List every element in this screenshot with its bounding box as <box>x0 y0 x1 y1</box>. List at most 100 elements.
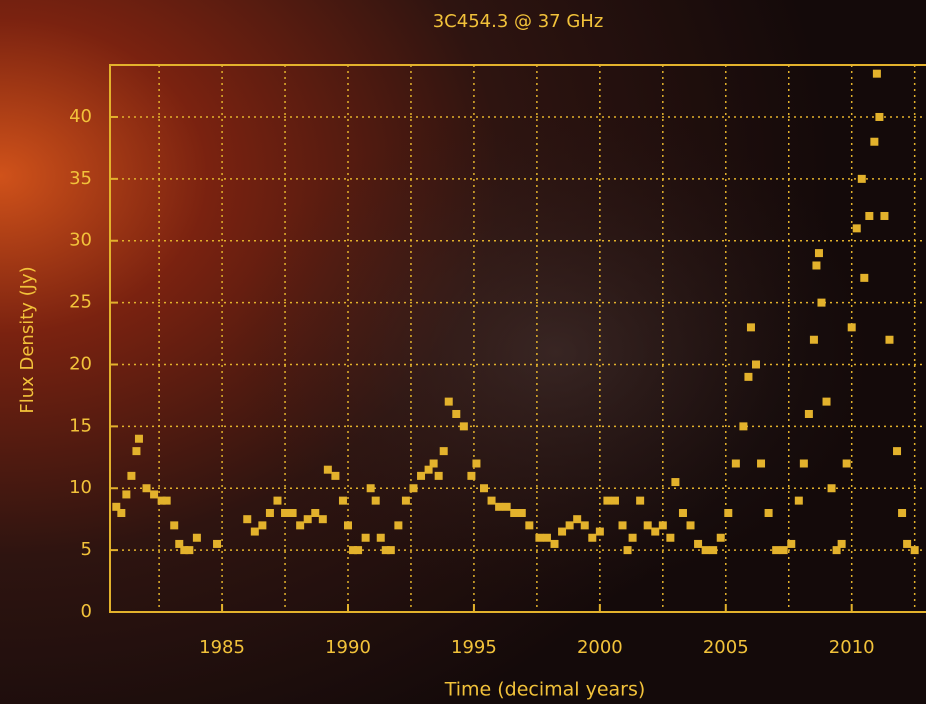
data-point <box>805 410 813 418</box>
x-tick-label: 1985 <box>199 637 245 658</box>
data-point <box>503 503 511 511</box>
data-point <box>409 484 417 492</box>
data-point <box>387 546 395 554</box>
data-point <box>435 472 443 480</box>
data-point <box>213 540 221 548</box>
data-point <box>893 447 901 455</box>
data-point <box>170 521 178 529</box>
data-point <box>273 497 281 505</box>
data-point <box>848 323 856 331</box>
data-point <box>817 299 825 307</box>
data-point <box>860 274 868 282</box>
data-point <box>535 534 543 542</box>
x-tick-label: 2005 <box>703 637 749 658</box>
data-point <box>687 521 695 529</box>
data-point <box>311 509 319 517</box>
y-tick-label: 20 <box>69 353 92 374</box>
y-tick-label: 35 <box>69 168 92 189</box>
data-point <box>344 521 352 529</box>
x-tick-label: 2000 <box>577 637 623 658</box>
data-point <box>717 534 725 542</box>
data-point <box>377 534 385 542</box>
data-point <box>853 224 861 232</box>
data-point <box>810 336 818 344</box>
data-point <box>266 509 274 517</box>
data-point <box>150 490 158 498</box>
data-point <box>243 515 251 523</box>
data-point <box>551 540 559 548</box>
y-tick-label: 0 <box>81 601 92 622</box>
data-point <box>812 261 820 269</box>
data-point <box>843 459 851 467</box>
data-point <box>629 534 637 542</box>
y-tick-label: 10 <box>69 477 92 498</box>
data-point <box>402 497 410 505</box>
data-point <box>603 497 611 505</box>
data-point <box>331 472 339 480</box>
data-point <box>452 410 460 418</box>
data-point <box>795 497 803 505</box>
data-point <box>193 534 201 542</box>
data-point <box>372 497 380 505</box>
data-point <box>787 540 795 548</box>
data-point <box>772 546 780 554</box>
data-point <box>732 459 740 467</box>
data-point <box>709 546 717 554</box>
data-point <box>362 534 370 542</box>
data-point <box>122 490 130 498</box>
y-tick-label: 25 <box>69 292 92 313</box>
data-point <box>823 398 831 406</box>
data-point <box>885 336 893 344</box>
data-point <box>258 521 266 529</box>
data-point <box>467 472 475 480</box>
data-point <box>281 509 289 517</box>
data-point <box>296 521 304 529</box>
x-tick-label: 2010 <box>829 637 875 658</box>
data-point <box>880 212 888 220</box>
data-point <box>510 509 518 517</box>
data-point <box>525 521 533 529</box>
data-point <box>518 509 526 517</box>
y-tick-label: 5 <box>81 539 92 560</box>
data-point <box>828 484 836 492</box>
y-tick-label: 40 <box>69 106 92 127</box>
data-point <box>865 212 873 220</box>
data-point <box>135 435 143 443</box>
data-point <box>651 528 659 536</box>
data-point <box>780 546 788 554</box>
data-point <box>445 398 453 406</box>
y-tick-label: 30 <box>69 230 92 251</box>
x-axis-label: Time (decimal years) <box>444 679 646 701</box>
data-point <box>472 459 480 467</box>
data-point <box>132 447 140 455</box>
data-point <box>858 175 866 183</box>
data-point <box>127 472 135 480</box>
data-point <box>417 472 425 480</box>
data-point <box>679 509 687 517</box>
data-point <box>440 447 448 455</box>
data-point <box>480 484 488 492</box>
data-point <box>815 249 823 257</box>
data-point <box>903 540 911 548</box>
data-point <box>752 360 760 368</box>
data-point <box>644 521 652 529</box>
data-point <box>566 521 574 529</box>
data-point <box>495 503 503 511</box>
data-point <box>838 540 846 548</box>
x-tick-label: 1995 <box>451 637 497 658</box>
data-point <box>588 534 596 542</box>
data-point <box>558 528 566 536</box>
data-point <box>636 497 644 505</box>
data-point <box>870 138 878 146</box>
y-axis-label: Flux Density (Jy) <box>17 266 38 413</box>
data-point <box>117 509 125 517</box>
data-point <box>619 521 627 529</box>
data-point <box>747 323 755 331</box>
data-point <box>875 113 883 121</box>
data-point <box>543 534 551 542</box>
data-point <box>324 466 332 474</box>
chart-title: 3C454.3 @ 37 GHz <box>433 11 604 32</box>
chart: 3C454.3 @ 37 GHz Time (decimal years) Fl… <box>0 0 926 704</box>
data-point <box>873 70 881 78</box>
data-point <box>460 422 468 430</box>
